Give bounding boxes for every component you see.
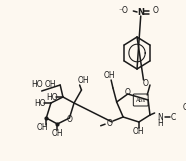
Text: N: N — [157, 113, 163, 122]
Text: N: N — [137, 8, 144, 16]
Text: HO: HO — [46, 93, 58, 101]
Text: H: H — [157, 118, 163, 128]
Text: HO: HO — [34, 99, 46, 108]
Text: O: O — [125, 87, 131, 96]
Text: O: O — [153, 5, 159, 14]
Text: C: C — [171, 113, 176, 122]
Text: O: O — [182, 103, 186, 112]
Text: OH: OH — [78, 76, 89, 85]
Text: O: O — [106, 118, 112, 128]
Text: OH: OH — [37, 123, 48, 133]
Text: OH: OH — [52, 129, 63, 138]
Text: O: O — [142, 79, 148, 87]
Text: Abs: Abs — [136, 98, 146, 103]
Text: OH: OH — [133, 128, 145, 137]
Text: OH: OH — [45, 80, 57, 89]
Text: HO: HO — [31, 80, 43, 89]
FancyBboxPatch shape — [133, 94, 148, 106]
Text: ⁻O: ⁻O — [119, 5, 129, 14]
Text: O: O — [67, 114, 72, 123]
Text: OH: OH — [103, 71, 115, 80]
